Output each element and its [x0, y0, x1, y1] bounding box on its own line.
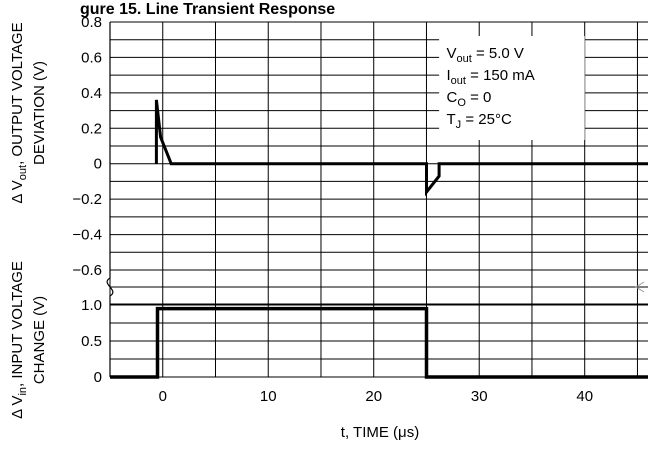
- bottom-y-axis-label: Δ Vin, INPUT VOLTAGE CHANGE (V): [9, 261, 48, 419]
- bottom-y-tick-label: 0.5: [81, 333, 102, 350]
- tick-labels: 0.8 0.6 0.4 0.2 0 −0.2 −0.4 −0.6 1.0 0.5 0 0 10 20 30 4…: [72, 14, 593, 405]
- output-deviation-line: [154, 99, 648, 197]
- x-label-mu: μ: [398, 424, 407, 441]
- x-tick-label: 30: [471, 388, 488, 405]
- annotation-line: Iout = 150 mA: [447, 67, 535, 87]
- x-tick-label: 10: [260, 388, 277, 405]
- bottom-y-label-suffix: , INPUT VOLTAGE: [9, 261, 26, 387]
- x-label-prefix: t, TIME (: [341, 424, 398, 441]
- x-tick-label: 0: [159, 388, 167, 405]
- top-y-tick-label: −0.6: [72, 262, 102, 279]
- bottom-y-tick-label: 1.0: [81, 297, 102, 314]
- series-layer: [110, 99, 648, 379]
- x-tick-label: 40: [576, 388, 593, 405]
- break-marker: [635, 281, 645, 293]
- input-step-line: [110, 306, 648, 379]
- top-y-tick-label: 0.2: [81, 120, 102, 137]
- top-y-tick-label: 0.4: [81, 85, 102, 102]
- top-y-label-suffix: , OUTPUT VOLTAGE: [9, 22, 26, 165]
- top-y-label-prefix: Δ V: [9, 180, 26, 203]
- x-tick-label: 20: [365, 388, 382, 405]
- bottom-y-label-sub: in: [17, 387, 29, 396]
- top-y-axis-label: Δ Vout, OUTPUT VOLTAGE DEVIATION (V): [9, 22, 48, 203]
- top-y-tick-label: 0: [94, 156, 102, 173]
- x-axis-label: t, TIME (μs): [341, 424, 419, 441]
- top-y-label-sub: out: [17, 165, 29, 180]
- chart-title: gure 15. Line Transient Response: [80, 1, 335, 18]
- annotation-line: TJ = 25°C: [447, 111, 512, 131]
- top-y-tick-label: −0.4: [72, 227, 102, 244]
- svg-text:Δ Vout, OUTPUT VOLTAGE: Δ Vout, OUTPUT VOLTAGE: [9, 22, 29, 203]
- top-y-tick-label: 0.8: [81, 14, 102, 31]
- x-label-suffix: s): [407, 424, 420, 441]
- bottom-y-label-line2: CHANGE (V): [31, 296, 48, 384]
- annotation-line: Vout = 5.0 V: [447, 45, 524, 65]
- top-y-tick-label: 0.6: [81, 49, 102, 66]
- bottom-y-label-prefix: Δ V: [9, 396, 26, 419]
- top-y-label-line2: DEVIATION (V): [31, 61, 48, 165]
- bottom-y-tick-label: 0: [94, 369, 102, 386]
- top-y-tick-label: −0.2: [72, 191, 102, 208]
- y-axis-break: [106, 22, 114, 377]
- annotation-bg: [439, 36, 585, 140]
- annotation-line: CO = 0: [447, 89, 492, 109]
- svg-text:Δ Vin, INPUT VOLTAGE: Δ Vin, INPUT VOLTAGE: [9, 261, 29, 419]
